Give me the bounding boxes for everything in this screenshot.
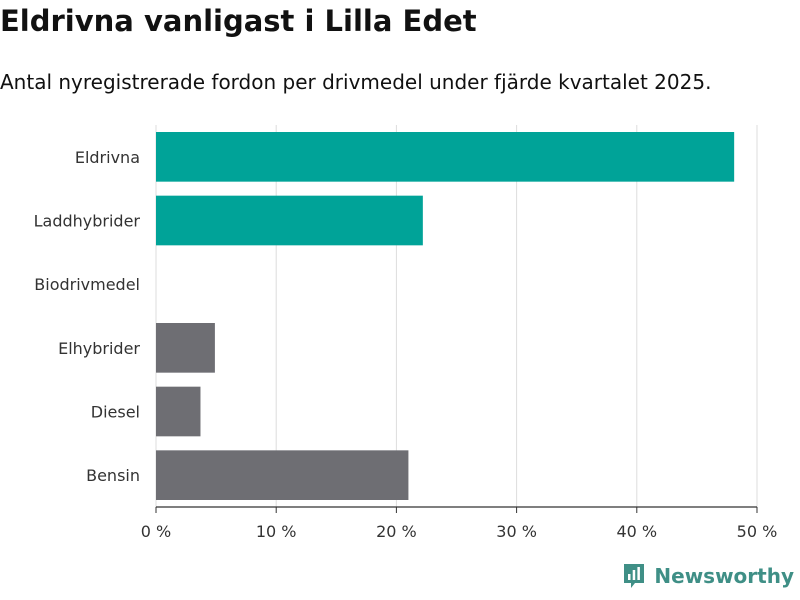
brand-name: Newsworthy	[654, 564, 794, 588]
bar-elhybrider	[156, 323, 215, 373]
x-tick-label: 40 %	[616, 522, 657, 541]
brand: Newsworthy	[622, 562, 794, 590]
x-tick-label: 20 %	[376, 522, 417, 541]
x-tick-label: 30 %	[496, 522, 537, 541]
bar-eldrivna	[156, 132, 735, 182]
category-label: Bensin	[86, 466, 140, 485]
x-tick-label: 0 %	[141, 522, 171, 541]
page-subtitle: Antal nyregistrerade fordon per drivmede…	[0, 70, 712, 94]
x-tick-label: 10 %	[256, 522, 297, 541]
bar-bensin	[156, 450, 409, 500]
category-label: Eldrivna	[75, 148, 140, 167]
bar-laddhybrider	[156, 195, 423, 246]
newsworthy-logo-icon	[624, 564, 645, 588]
category-label: Biodrivmedel	[34, 275, 140, 294]
category-label: Elhybrider	[58, 339, 140, 358]
category-label: Laddhybrider	[34, 212, 141, 231]
page-title: Eldrivna vanligast i Lilla Edet	[0, 4, 477, 38]
category-label: Diesel	[91, 403, 140, 422]
x-tick-label: 50 %	[737, 522, 778, 541]
bar-diesel	[156, 386, 201, 437]
